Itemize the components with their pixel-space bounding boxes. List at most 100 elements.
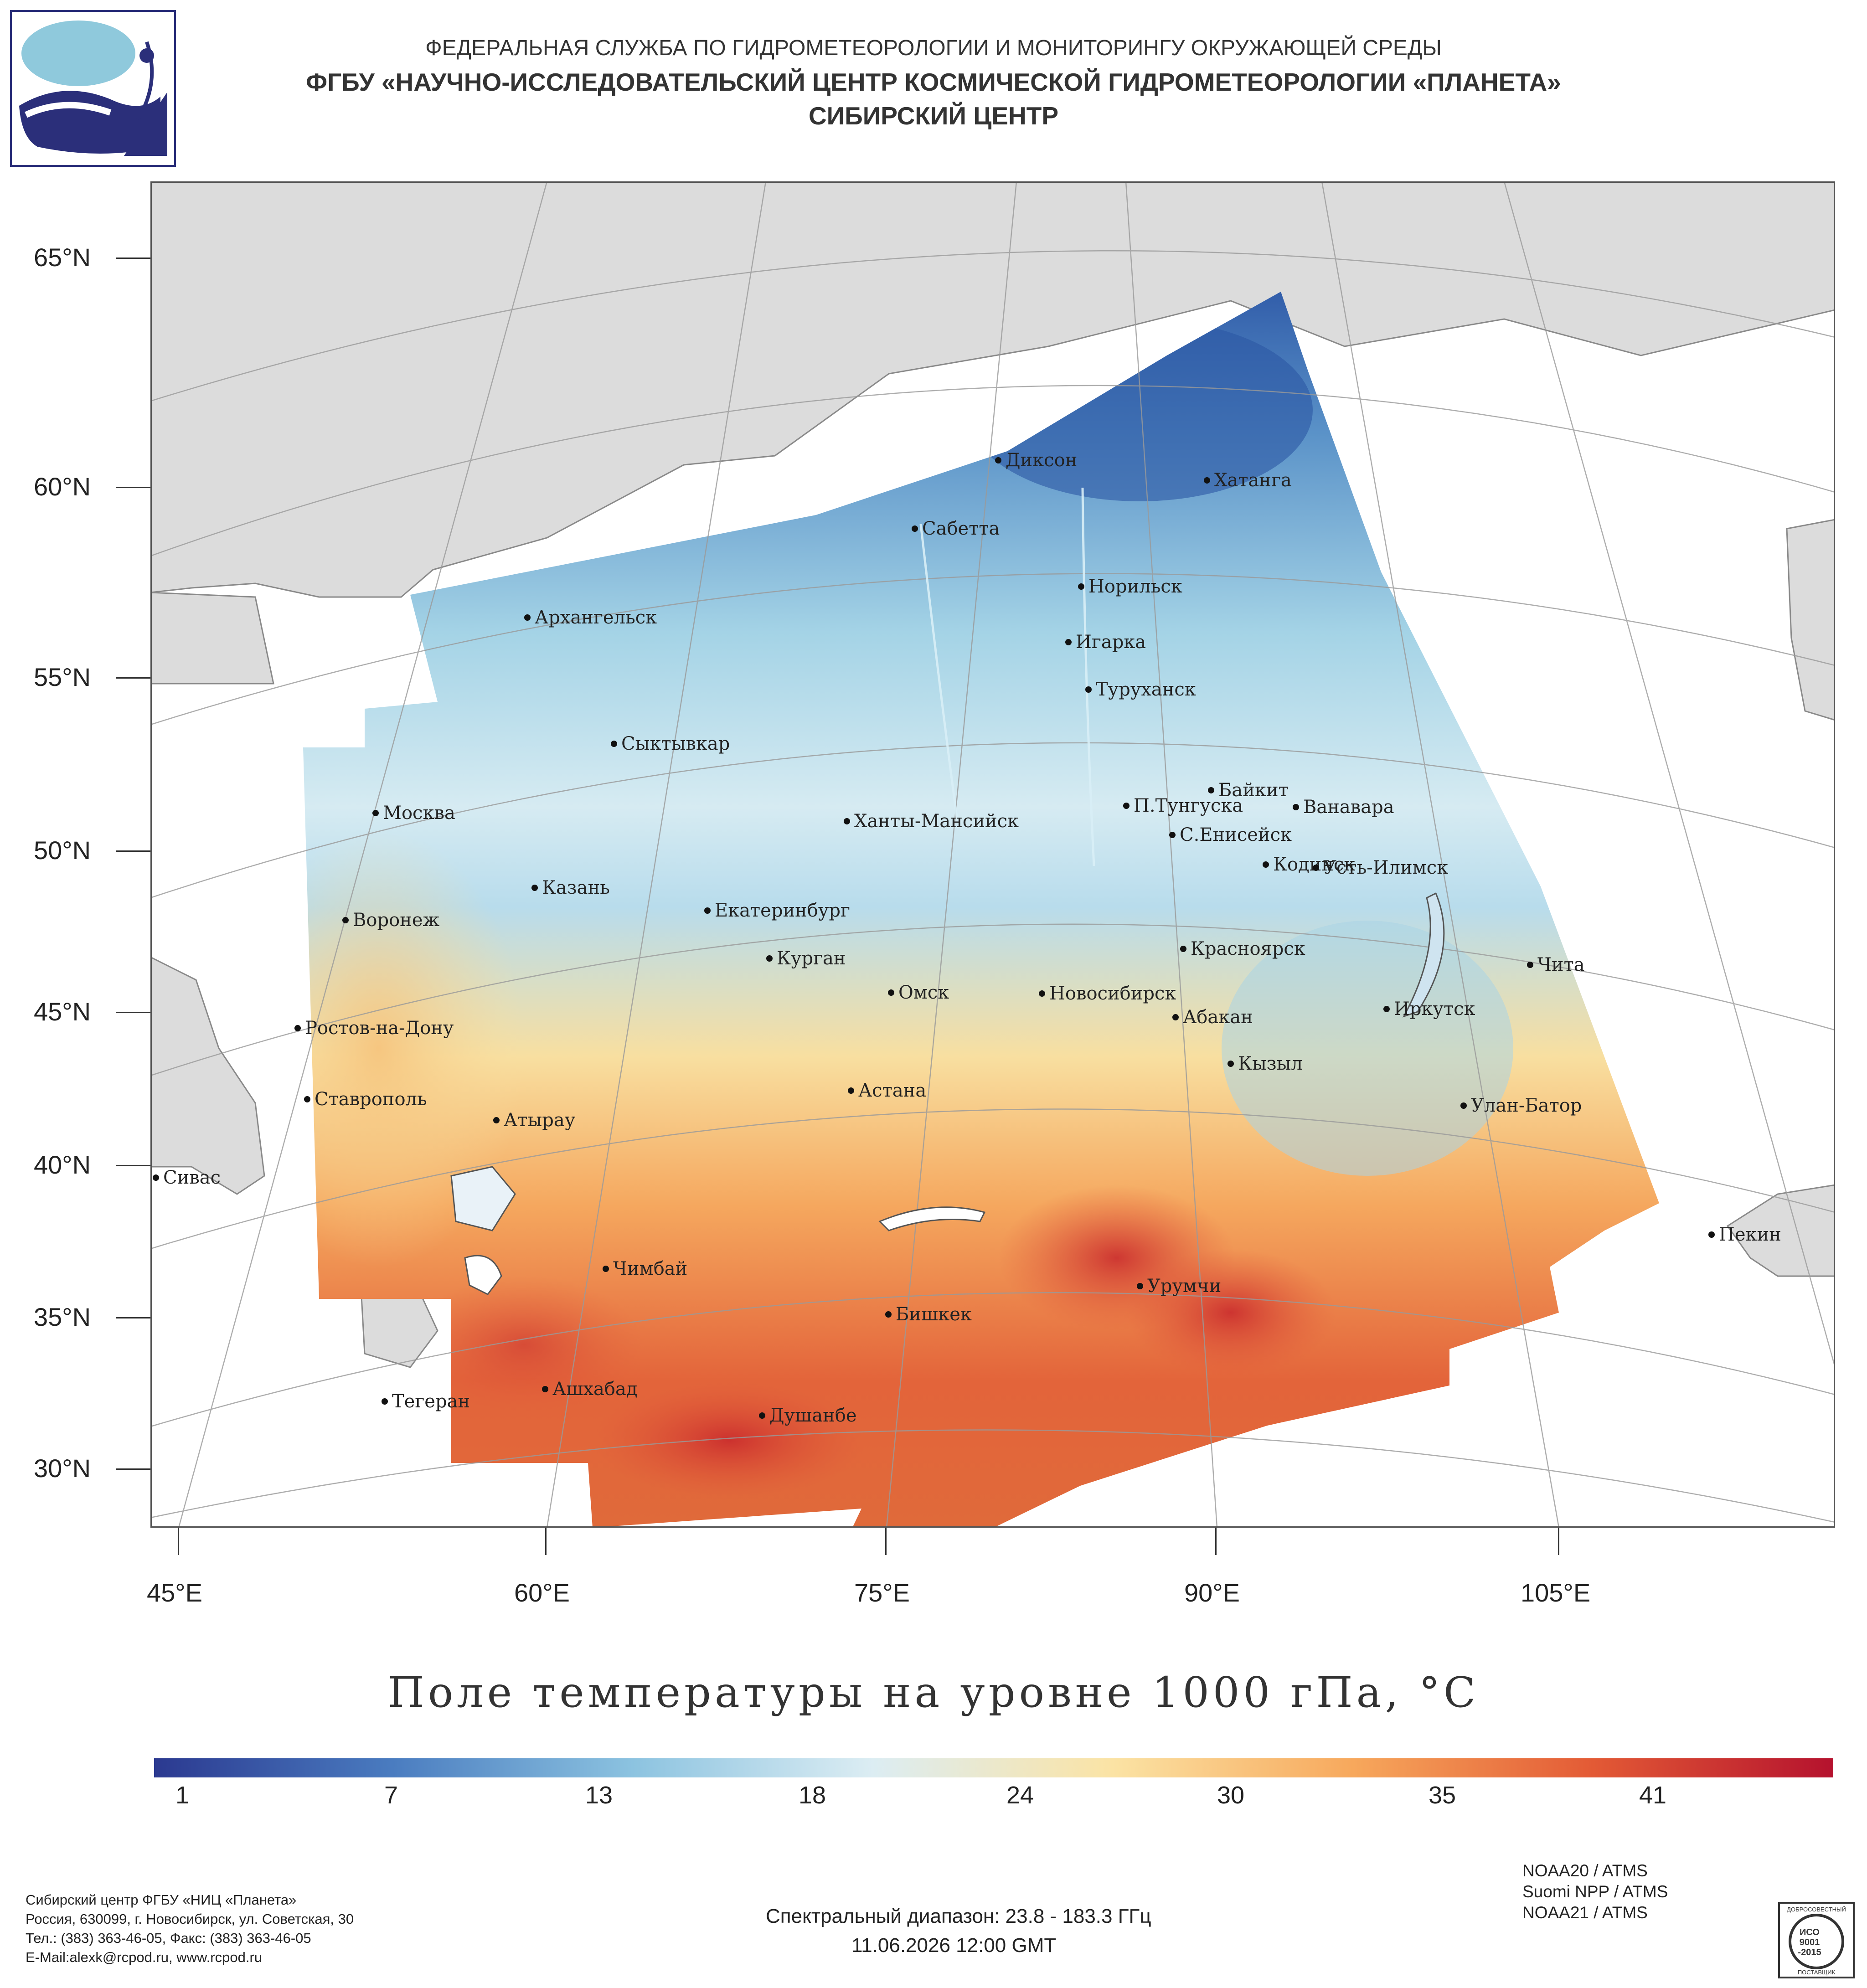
colorbar-tick: 30	[1217, 1782, 1245, 1809]
city-dot	[1039, 990, 1045, 997]
lon-label-45: 45°E	[147, 1578, 203, 1607]
city-dot	[885, 1311, 892, 1318]
city-dot	[1227, 1061, 1234, 1067]
city-marker: Екатеринбург	[704, 900, 850, 921]
city-marker: Чимбай	[603, 1258, 687, 1279]
city-dot	[493, 1117, 500, 1123]
city-marker: Астана	[848, 1080, 926, 1101]
org-name: Сибирский центр ФГБУ «НИЦ «Планета»	[26, 1892, 297, 1908]
city-dot	[611, 741, 617, 747]
city-marker: Новосибирск	[1039, 983, 1176, 1004]
city-marker: Байкит	[1208, 780, 1289, 801]
city-label: Кызыл	[1238, 1053, 1303, 1074]
city-dot	[542, 1386, 548, 1392]
sensor-item: NOAA21 / ATMS	[1522, 1903, 1648, 1922]
lon-label-75: 75°E	[854, 1578, 910, 1607]
city-label: Чимбай	[613, 1258, 687, 1279]
city-marker: Ставрополь	[304, 1089, 427, 1110]
branch-title: СИБИРСКИЙ ЦЕНТР	[808, 102, 1059, 130]
city-marker: Ванавара	[1293, 797, 1394, 818]
city-dot	[995, 457, 1001, 464]
city-marker: Урумчи	[1137, 1276, 1221, 1297]
city-label: Урумчи	[1147, 1276, 1221, 1297]
agency-title: ФЕДЕРАЛЬНАЯ СЛУЖБА ПО ГИДРОМЕТЕОРОЛОГИИ …	[425, 36, 1442, 60]
city-label: Новосибирск	[1049, 983, 1176, 1004]
lat-tick	[116, 1012, 150, 1013]
city-dot	[1293, 804, 1299, 810]
city-dot	[1123, 803, 1129, 809]
colorbar	[154, 1758, 1833, 1777]
org-phone: Тел.: (383) 363-46-05, Факс: (383) 363-4…	[26, 1930, 311, 1946]
city-label: Бишкек	[896, 1304, 972, 1325]
city-label: Екатеринбург	[715, 900, 850, 921]
city-dot	[304, 1096, 310, 1102]
city-label: Сыктывкар	[621, 733, 730, 754]
city-label: Норильск	[1088, 576, 1182, 597]
city-label: С.Енисейск	[1180, 824, 1292, 845]
lat-tick	[116, 1165, 150, 1166]
iso-year: -2015	[1798, 1947, 1821, 1957]
lat-label-60: 60°N	[34, 472, 91, 501]
lat-tick	[116, 677, 150, 679]
map-title: Поле температуры на уровне 1000 гПа, °C	[387, 1668, 1480, 1717]
lake-baikal	[1402, 892, 1445, 1018]
city-marker: Архангельск	[524, 607, 657, 628]
city-marker: Сивас	[153, 1167, 221, 1188]
city-dot	[372, 810, 379, 816]
city-marker: Красноярск	[1180, 938, 1305, 959]
city-label: Байкит	[1218, 780, 1289, 801]
city-marker: Кодинск	[1263, 854, 1355, 875]
city-label: Тегеран	[392, 1391, 470, 1412]
colorbar-tick: 13	[585, 1782, 613, 1809]
city-label: Ханты-Мансийск	[854, 811, 1019, 832]
city-label: Пекин	[1719, 1224, 1781, 1245]
org-email: E-Mail:alexk@rcpod.ru, www.rcpod.ru	[26, 1949, 263, 1965]
city-dot	[1169, 832, 1176, 838]
city-dot	[524, 614, 531, 621]
iso-number: 9001	[1800, 1937, 1820, 1947]
city-marker: Омск	[888, 982, 949, 1003]
city-dot	[1708, 1231, 1715, 1238]
iso-certificate-badge: ДОБРОСОВЕСТНЫЙ ИСО 9001 -2015 ПОСТАВЩИК	[1778, 1902, 1855, 1978]
lat-label-65: 65°N	[34, 243, 91, 272]
city-dot	[1208, 787, 1214, 793]
city-marker: Туруханск	[1085, 679, 1196, 700]
city-label: Курган	[777, 948, 846, 969]
city-marker: С.Енисейск	[1169, 824, 1292, 845]
city-marker: Воронеж	[342, 910, 439, 931]
city-label: Атырау	[504, 1110, 576, 1131]
observation-datetime: 11.06.2026 12:00 GMT	[851, 1934, 1057, 1957]
city-dot	[294, 1025, 301, 1031]
city-dot	[848, 1087, 854, 1094]
city-dot	[1180, 946, 1186, 952]
city-dot	[912, 525, 918, 532]
lon-tick	[885, 1528, 887, 1555]
city-dot	[1204, 477, 1210, 484]
city-marker: Сабетта	[912, 518, 1000, 539]
city-marker: Диксон	[995, 450, 1077, 471]
city-dot	[1313, 865, 1319, 871]
rivers	[919, 487, 1095, 866]
lat-label-50: 50°N	[34, 836, 91, 865]
city-dot	[342, 917, 349, 923]
city-label: Чита	[1537, 954, 1585, 975]
city-label: Усть-Илимск	[1323, 857, 1448, 878]
city-marker: Улан-Батор	[1460, 1095, 1582, 1116]
city-marker: Душанбе	[759, 1405, 857, 1426]
lon-tick	[545, 1528, 547, 1555]
lake-balkhash	[878, 1206, 986, 1231]
city-marker: Бишкек	[885, 1304, 972, 1325]
city-label: Туруханск	[1096, 679, 1196, 700]
lat-label-55: 55°N	[34, 663, 91, 691]
city-dot	[1263, 861, 1269, 868]
city-marker: Сыктывкар	[611, 733, 730, 754]
lon-tick	[1558, 1528, 1559, 1555]
city-label: Сабетта	[922, 518, 1000, 539]
lat-label-40: 40°N	[34, 1150, 91, 1179]
sensor-item: Suomi NPP / ATMS	[1522, 1882, 1668, 1901]
sensor-list: NOAA20 / ATMS Suomi NPP / ATMS NOAA21 / …	[1522, 1860, 1668, 1923]
colorbar-tick: 24	[1006, 1782, 1034, 1809]
city-dot	[1065, 639, 1072, 645]
city-label: Ростов-на-Дону	[305, 1018, 454, 1039]
city-label: Омск	[898, 982, 949, 1003]
